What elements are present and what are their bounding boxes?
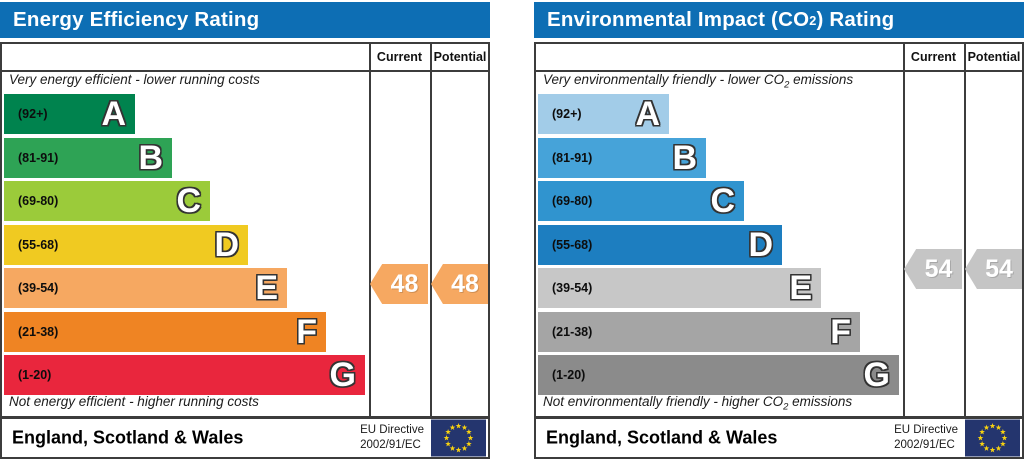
energy-efficiency-chart-panel: Energy Efficiency Rating Current Potenti… [0,0,490,460]
band-b: (81-91) B [538,137,706,178]
rating-bands: (92+) A (81-91) B (69-80) C (55-68) D (39-54… [4,94,365,399]
band-b-letter: B [138,138,163,177]
bottom-caption: Not energy efficient - higher running co… [9,394,259,410]
band-f-letter: F [830,312,851,351]
eu-directive-label: EU Directive 2002/91/EC [360,424,424,451]
band-e: (39-54) E [538,268,821,308]
potential-column-header: Potential [433,50,487,64]
eu-flag-icon [965,419,1020,457]
band-c-letter: C [710,182,735,220]
eu-flag-icon [431,419,486,457]
potential-column-divider [964,44,966,416]
band-g-letter: G [329,356,356,394]
potential-column-divider [430,44,432,416]
band-c-range: (69-80) [552,194,593,208]
band-d: (55-68) D [538,224,782,265]
band-e-letter: E [255,269,278,307]
potential-rating-arrow: 54 [965,249,1022,289]
rating-bands: (92+) A (81-91) B (69-80) C (55-68) D (39-54… [538,94,899,399]
potential-rating-arrow: 48 [431,264,488,304]
region-label: England, Scotland & Wales [546,427,778,448]
current-column-divider [369,44,371,416]
top-caption: Very environmentally friendly - lower CO… [543,72,854,91]
column-header-row: Current Potential [536,44,1022,72]
band-b-letter: B [672,138,697,177]
chart-title: Energy Efficiency Rating [13,8,260,31]
band-a: (92+) A [4,94,135,134]
band-g-letter: G [863,356,890,394]
band-c: (69-80) C [4,181,210,221]
band-f: (21-38) F [4,311,326,352]
band-f-letter: F [296,312,317,351]
band-g-range: (1-20) [18,368,52,382]
band-f-range: (21-38) [552,324,593,339]
band-e: (39-54) E [4,268,287,308]
band-g: (1-20) G [4,355,365,395]
eu-directive-label: EU Directive 2002/91/EC [894,424,958,451]
bottom-caption: Not environmentally friendly - higher CO… [543,394,853,413]
band-e-letter: E [789,269,812,307]
current-column-header: Current [910,50,957,64]
current-rating-arrow: 54 [904,249,962,289]
band-d-range: (55-68) [18,237,59,252]
top-caption: Very energy efficient - lower running co… [9,72,260,87]
chart-footer: England, Scotland & Wales EU Directive 2… [0,417,490,459]
band-g-range: (1-20) [552,368,586,382]
band-d-letter: D [214,225,239,264]
band-g: (1-20) G [538,355,899,395]
band-d-range: (55-68) [552,237,593,252]
chart-title-subscript: 2 [809,12,817,28]
rating-table: Current Potential Very energy efficient … [0,42,490,418]
chart-title-bar: Environmental Impact (CO 2) Rating [534,2,1024,38]
band-f-range: (21-38) [18,324,59,339]
potential-column-header: Potential [967,50,1021,64]
band-e-range: (39-54) [552,281,593,295]
band-d: (55-68) D [4,224,248,265]
band-e-range: (39-54) [18,281,59,295]
current-column-divider [903,44,905,416]
chart-title: Environmental Impact (CO [547,8,810,31]
band-f: (21-38) F [538,311,860,352]
band-c: (69-80) C [538,181,744,221]
band-c-letter: C [176,182,201,220]
chart-footer: England, Scotland & Wales EU Directive 2… [534,417,1024,459]
band-b-range: (81-91) [552,150,593,165]
current-rating-arrow: 48 [370,264,428,304]
rating-table: Current Potential Very environmentally f… [534,42,1024,418]
chart-title-bar: Energy Efficiency Rating [0,2,490,38]
band-a-range: (92+) [552,107,582,121]
band-a-letter: A [635,95,660,133]
band-c-range: (69-80) [18,194,59,208]
band-a-letter: A [101,95,126,133]
band-b: (81-91) B [4,137,172,178]
band-a: (92+) A [538,94,669,134]
band-a-range: (92+) [18,107,48,121]
current-column-header: Current [376,50,423,64]
band-b-range: (81-91) [18,150,59,165]
environmental-impact-chart-panel: Environmental Impact (CO 2) Rating Curren… [534,0,1024,460]
band-d-letter: D [748,225,773,264]
region-label: England, Scotland & Wales [12,427,244,448]
chart-title-suffix: ) Rating [816,8,895,31]
column-header-row: Current Potential [2,44,488,72]
